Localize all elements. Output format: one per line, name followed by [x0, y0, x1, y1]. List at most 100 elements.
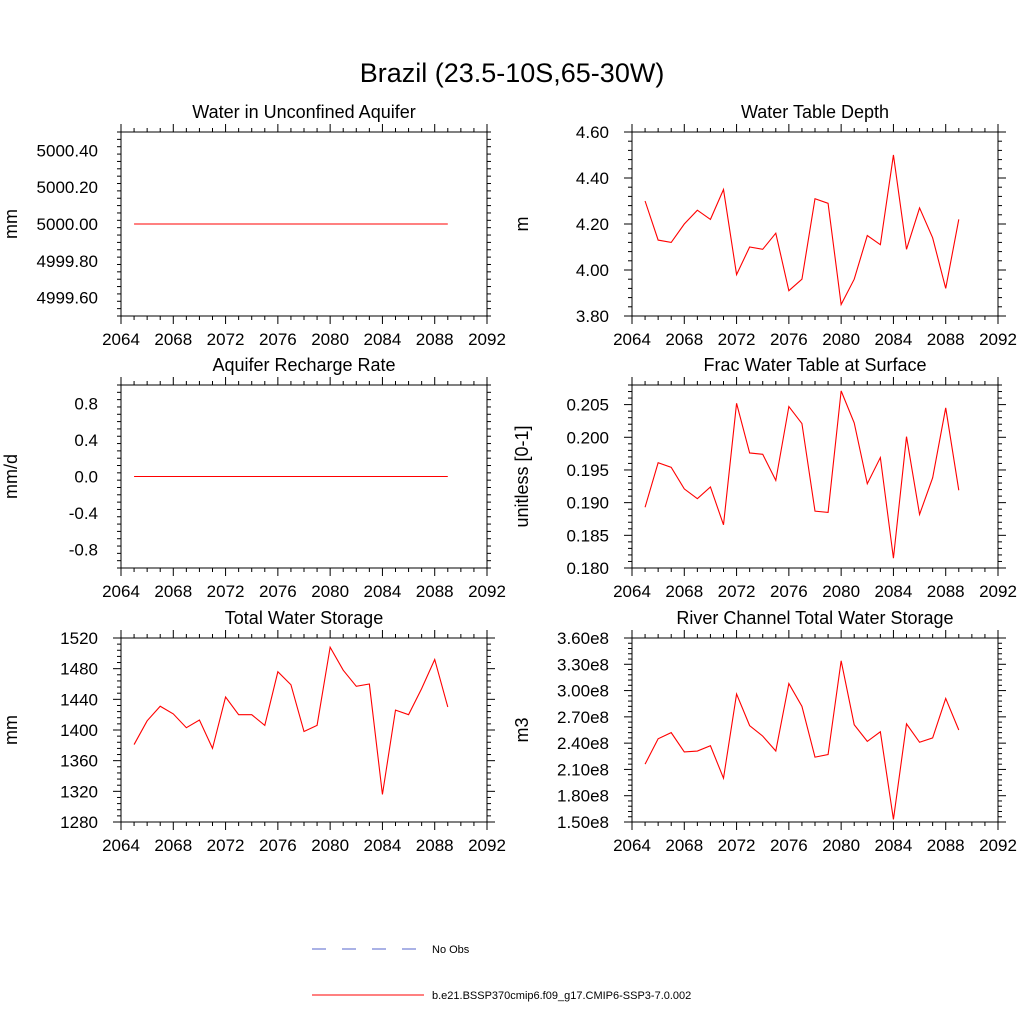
x-tick-label: 2072 — [718, 836, 756, 855]
y-tick-label: 1400 — [60, 721, 98, 740]
plot-frame — [631, 384, 999, 569]
panel-2: 2064 2068 2072 2076 2080 2084 2088 2092 3.80 4.00… — [512, 102, 1017, 349]
x-tick-label: 2068 — [665, 330, 703, 349]
y-tick-label: 5000.40 — [37, 141, 98, 160]
x-tick-label: 2084 — [875, 836, 913, 855]
x-tick-label: 2064 — [613, 836, 651, 855]
y-tick-label: 3.00e8 — [557, 682, 609, 701]
panel-title: Aquifer Recharge Rate — [212, 355, 395, 375]
plot-frame — [631, 637, 999, 823]
panel-1: 2064 2068 2072 2076 2080 2084 2088 2092 4999.60 4… — [1, 102, 506, 349]
panel-title: Water in Unconfined Aquifer — [192, 102, 415, 122]
x-tick-label: 2068 — [665, 582, 703, 601]
y-tick-label: 4.20 — [576, 215, 609, 234]
x-tick-label: 2072 — [718, 330, 756, 349]
series-line — [133, 645, 449, 795]
x-tick-label: 2064 — [613, 330, 651, 349]
x-tick-label: 2088 — [927, 330, 965, 349]
x-tick-label: 2084 — [364, 582, 402, 601]
x-tick-label: 2080 — [311, 330, 349, 349]
panel-6: 2064 2068 2072 2076 2080 2084 2088 2092 1.50e8 1.… — [512, 608, 1017, 855]
y-tick-label: 4.40 — [576, 169, 609, 188]
x-tick-label: 2092 — [468, 330, 506, 349]
plot-frame — [631, 131, 999, 317]
x-tick-label: 2084 — [875, 330, 913, 349]
y-tick-label: 1.80e8 — [557, 787, 609, 806]
y-tick-label: 1320 — [60, 782, 98, 801]
panel-3: 2064 2068 2072 2076 2080 2084 2088 2092 -0.8 -0.4… — [1, 355, 506, 601]
panels: 2064 2068 2072 2076 2080 2084 2088 2092 4999.60 4… — [1, 102, 1017, 855]
x-tick-label: 2068 — [154, 330, 192, 349]
x-tick-label: 2080 — [311, 582, 349, 601]
y-tick-label: 1280 — [60, 813, 98, 832]
figure-title: Brazil (23.5-10S,65-30W) — [360, 58, 665, 88]
y-tick-label: 5000.00 — [37, 215, 98, 234]
y-tick-label: 4999.60 — [37, 289, 98, 308]
x-tick-label: 2080 — [822, 582, 860, 601]
x-tick-label: 2064 — [102, 582, 140, 601]
y-tick-label: 3.60e8 — [557, 629, 609, 648]
y-tick-label: 4.00 — [576, 261, 609, 280]
x-tick-label: 2084 — [364, 836, 402, 855]
x-tick-label: 2072 — [207, 836, 245, 855]
x-tick-label: 2088 — [927, 836, 965, 855]
x-tick-label: 2064 — [102, 330, 140, 349]
y-axis-label: mm — [1, 209, 21, 239]
panel-title: Frac Water Table at Surface — [703, 355, 926, 375]
panel-title: Total Water Storage — [225, 608, 383, 628]
y-tick-label: 2.40e8 — [557, 734, 609, 753]
y-tick-label: 1480 — [60, 660, 98, 679]
y-tick-label: 4999.80 — [37, 252, 98, 271]
y-tick-label: 5000.20 — [37, 178, 98, 197]
x-tick-label: 2080 — [311, 836, 349, 855]
y-tick-label: 0.195 — [566, 461, 609, 480]
x-tick-label: 2064 — [613, 582, 651, 601]
panel-title: River Channel Total Water Storage — [676, 608, 953, 628]
y-tick-label: 0.0 — [74, 468, 98, 487]
y-tick-label: 2.10e8 — [557, 760, 609, 779]
y-tick-label: 0.185 — [566, 526, 609, 545]
x-tick-label: 2068 — [154, 582, 192, 601]
y-tick-label: 0.190 — [566, 494, 609, 513]
x-tick-label: 2068 — [665, 836, 703, 855]
y-tick-label: 2.70e8 — [557, 708, 609, 727]
panel-4: 2064 2068 2072 2076 2080 2084 2088 2092 0.180 0.1… — [512, 355, 1017, 601]
x-tick-label: 2076 — [259, 582, 297, 601]
y-axis-label: unitless [0-1] — [512, 425, 532, 527]
y-tick-label: 0.4 — [74, 431, 98, 450]
x-tick-label: 2088 — [416, 836, 454, 855]
y-tick-label: 0.180 — [566, 559, 609, 578]
x-tick-label: 2088 — [416, 330, 454, 349]
y-tick-label: 1360 — [60, 752, 98, 771]
x-tick-label: 2076 — [259, 330, 297, 349]
y-tick-label: 0.200 — [566, 428, 609, 447]
y-tick-label: 4.60 — [576, 123, 609, 142]
y-tick-label: 3.80 — [576, 307, 609, 326]
x-tick-label: 2076 — [259, 836, 297, 855]
y-tick-label: 1440 — [60, 690, 98, 709]
legend: No Obs b.e21.BSSP370cmip6.f09_g17.CMIP6-… — [312, 944, 691, 1002]
x-tick-label: 2076 — [770, 330, 808, 349]
x-tick-label: 2064 — [102, 836, 140, 855]
x-tick-label: 2092 — [979, 330, 1017, 349]
x-tick-label: 2068 — [154, 836, 192, 855]
x-tick-label: 2092 — [979, 836, 1017, 855]
x-tick-label: 2084 — [875, 582, 913, 601]
x-tick-label: 2076 — [770, 582, 808, 601]
y-tick-label: -0.4 — [69, 504, 98, 523]
legend-model-label: b.e21.BSSP370cmip6.f09_g17.CMIP6-SSP3-7.… — [432, 990, 691, 1002]
x-tick-label: 2072 — [207, 330, 245, 349]
x-tick-label: 2072 — [207, 582, 245, 601]
y-tick-label: 3.30e8 — [557, 655, 609, 674]
x-tick-label: 2092 — [468, 582, 506, 601]
y-tick-label: 0.205 — [566, 396, 609, 415]
x-tick-label: 2080 — [822, 836, 860, 855]
y-axis-label: m — [512, 217, 532, 232]
series-line — [644, 660, 960, 820]
y-axis-label: mm — [1, 715, 21, 745]
x-tick-label: 2080 — [822, 330, 860, 349]
y-axis-label: mm/d — [1, 454, 21, 499]
y-tick-label: 0.8 — [74, 394, 98, 413]
x-tick-label: 2088 — [416, 582, 454, 601]
